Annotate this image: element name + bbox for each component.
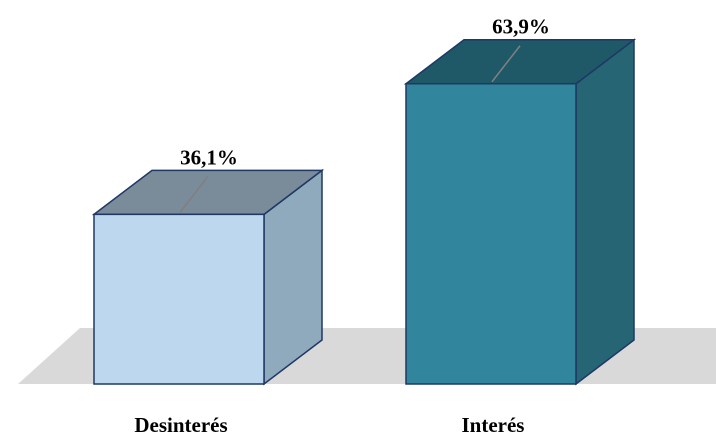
category-label: Desinterés (134, 413, 227, 437)
bar-side (575, 38, 635, 386)
category-label: Interés (462, 413, 525, 437)
bar-front (405, 82, 577, 385)
bar-desinteres (91, 168, 325, 386)
bar-interes (403, 38, 637, 386)
data-label: 63,9% (492, 15, 550, 39)
data-label-leader (179, 175, 209, 213)
data-label: 36,1% (180, 145, 238, 169)
data-label-leader (491, 45, 521, 83)
bar-front (93, 213, 265, 385)
